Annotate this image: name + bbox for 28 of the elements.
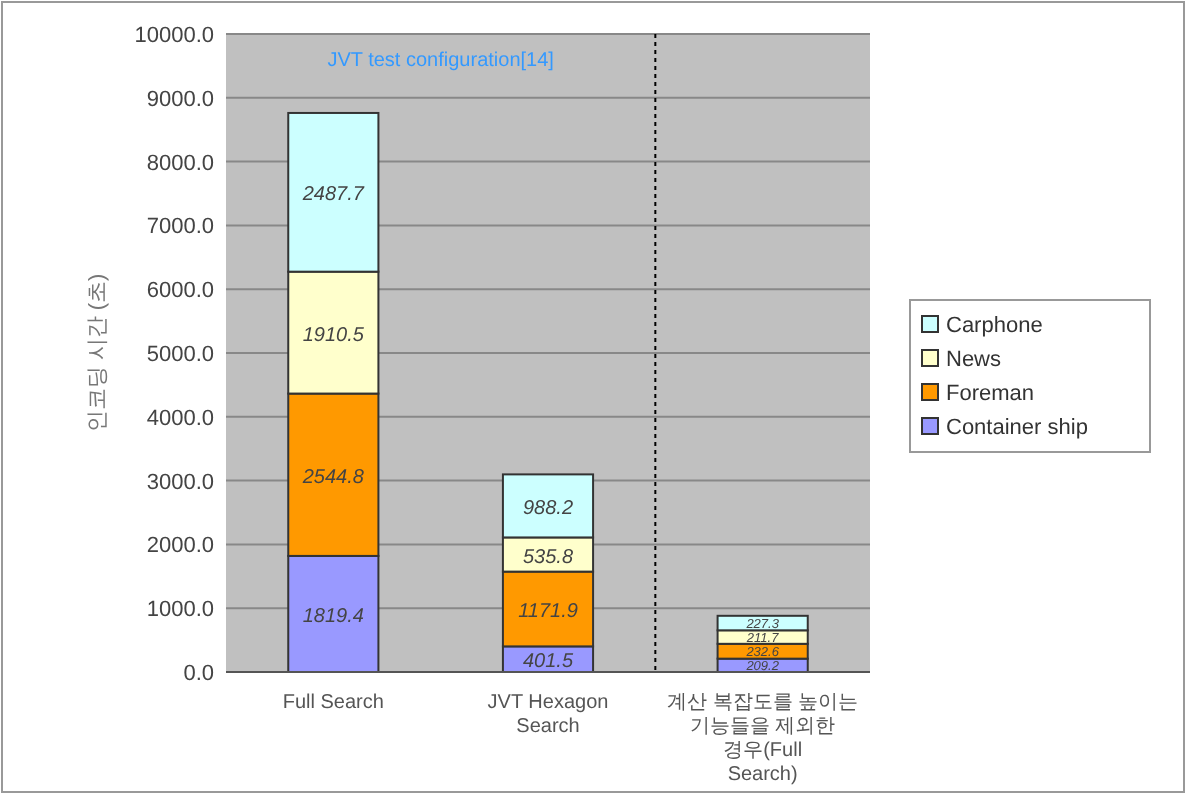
data-label: 535.8: [522, 546, 574, 569]
legend-label: Carphone: [946, 314, 1043, 338]
y-tick-label: 8000.0: [146, 151, 214, 176]
data-label: 1819.4: [302, 605, 365, 628]
y-tick-label: 5000.0: [146, 343, 214, 367]
y-tick-label: 3000.0: [146, 470, 214, 495]
x-tick-label: 계산 복잡도를 높이는 기능들을 제외한 경우(Full Search): [667, 692, 859, 786]
data-label: 988.2: [522, 497, 574, 520]
y-tick-label: 4000.0: [146, 406, 214, 431]
y-tick-label: 2000.0: [146, 534, 214, 559]
data-label: 1171.9: [518, 601, 579, 623]
y-tick-label: 9000.0: [146, 87, 214, 112]
data-label: 1910.5: [302, 324, 365, 347]
y-tick-label: 6000.0: [146, 279, 214, 304]
data-label: 2487.7: [300, 184, 365, 207]
y-axis-title: 인코딩 시간 (초): [86, 273, 110, 433]
x-tick-label: Full Search: [282, 692, 384, 714]
annotation: JVT test configuration[14]: [327, 50, 555, 72]
legend-label: Container ship: [946, 416, 1088, 440]
y-tick-label: 10000.0: [134, 24, 214, 48]
legend-label: Foreman: [946, 382, 1035, 406]
legend-label: News: [946, 348, 1003, 372]
data-label: 2544.8: [300, 466, 365, 489]
y-tick-label: 0.0: [183, 662, 214, 686]
data-label: 401.5: [522, 651, 574, 674]
x-tick-label: JVT Hexagon Search: [487, 692, 609, 738]
y-tick-label: 1000.0: [146, 598, 214, 623]
y-tick-label: 7000.0: [146, 215, 214, 240]
